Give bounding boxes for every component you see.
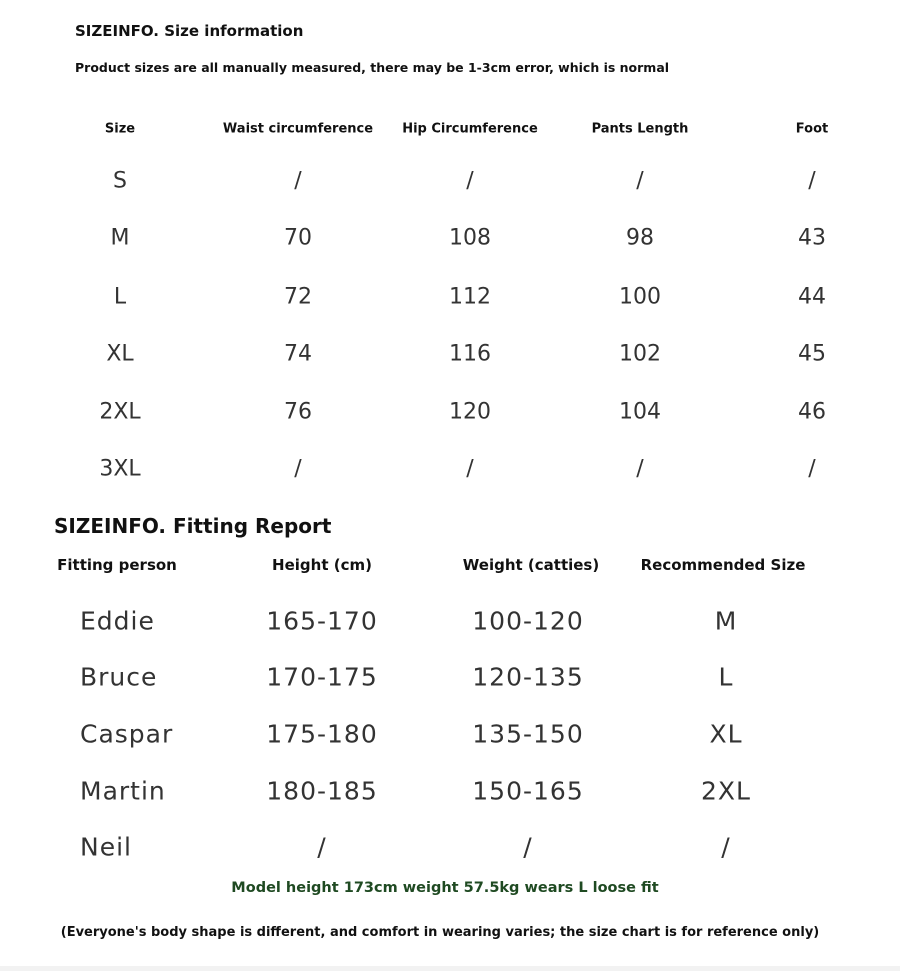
table-cell: 104 bbox=[619, 399, 661, 425]
table-cell: L bbox=[718, 662, 734, 692]
table-cell: 76 bbox=[284, 399, 312, 425]
table-cell: 98 bbox=[626, 225, 654, 251]
table-cell: 100-120 bbox=[472, 606, 584, 636]
table-cell: 2XL bbox=[701, 776, 751, 806]
table-cell: 112 bbox=[449, 284, 491, 310]
table-cell: 72 bbox=[284, 284, 312, 310]
table-cell: 70 bbox=[284, 225, 312, 251]
table-cell: 2XL bbox=[99, 399, 141, 425]
column-header: Foot bbox=[795, 121, 829, 137]
fitting-report-title: SIZEINFO. Fitting Report bbox=[54, 514, 332, 538]
table-cell: / bbox=[294, 168, 302, 194]
table-cell: 165-170 bbox=[266, 606, 378, 636]
table-cell: 46 bbox=[798, 399, 826, 425]
table-cell: / bbox=[636, 168, 644, 194]
fitting-person-name: Eddie bbox=[80, 606, 155, 636]
column-header: Waist circumference bbox=[222, 121, 374, 137]
table-cell: 3XL bbox=[99, 456, 141, 482]
table-cell: / bbox=[636, 456, 644, 482]
table-cell: / bbox=[294, 456, 302, 482]
table-cell: 102 bbox=[619, 341, 661, 367]
column-header: Recommended Size bbox=[640, 556, 806, 574]
table-cell: XL bbox=[709, 719, 743, 749]
table-cell: / bbox=[721, 832, 731, 862]
fitting-person-name: Caspar bbox=[80, 719, 174, 749]
column-header: Fitting person bbox=[57, 556, 177, 574]
column-header: Hip Circumference bbox=[402, 121, 538, 137]
table-cell: / bbox=[466, 456, 474, 482]
table-cell: 116 bbox=[449, 341, 491, 367]
table-cell: 45 bbox=[798, 341, 826, 367]
table-cell: 43 bbox=[798, 225, 826, 251]
table-cell: M bbox=[714, 606, 738, 636]
table-cell: 74 bbox=[284, 341, 312, 367]
table-cell: 150-165 bbox=[472, 776, 584, 806]
column-header: Size bbox=[104, 121, 136, 137]
column-header: Pants Length bbox=[591, 121, 689, 137]
table-cell: 135-150 bbox=[472, 719, 584, 749]
table-cell: M bbox=[110, 225, 130, 251]
table-cell: 120 bbox=[449, 399, 491, 425]
table-cell: / bbox=[808, 168, 816, 194]
table-cell: S bbox=[113, 168, 127, 194]
column-header: Height (cm) bbox=[272, 556, 372, 574]
table-cell: / bbox=[808, 456, 816, 482]
table-cell: 44 bbox=[798, 284, 826, 310]
table-cell: / bbox=[466, 168, 474, 194]
table-cell: XL bbox=[106, 341, 134, 367]
table-cell: 170-175 bbox=[266, 662, 378, 692]
fitting-person-name: Bruce bbox=[80, 662, 158, 692]
measurement-note: Product sizes are all manually measured,… bbox=[75, 60, 670, 75]
table-cell: 108 bbox=[449, 225, 491, 251]
column-header: Weight (catties) bbox=[462, 556, 600, 574]
table-cell: L bbox=[113, 284, 127, 310]
model-note: Model height 173cm weight 57.5kg wears L… bbox=[231, 880, 659, 896]
table-cell: / bbox=[523, 832, 533, 862]
fitting-person-name: Martin bbox=[80, 776, 166, 806]
divider bbox=[0, 966, 900, 971]
table-cell: 180-185 bbox=[266, 776, 378, 806]
fitting-person-name: Neil bbox=[80, 832, 132, 862]
table-cell: 175-180 bbox=[266, 719, 378, 749]
table-cell: 100 bbox=[619, 284, 661, 310]
table-cell: / bbox=[317, 832, 327, 862]
disclaimer: (Everyone's body shape is different, and… bbox=[60, 925, 820, 940]
table-cell: 120-135 bbox=[472, 662, 584, 692]
size-info-title: SIZEINFO. Size information bbox=[75, 22, 304, 40]
